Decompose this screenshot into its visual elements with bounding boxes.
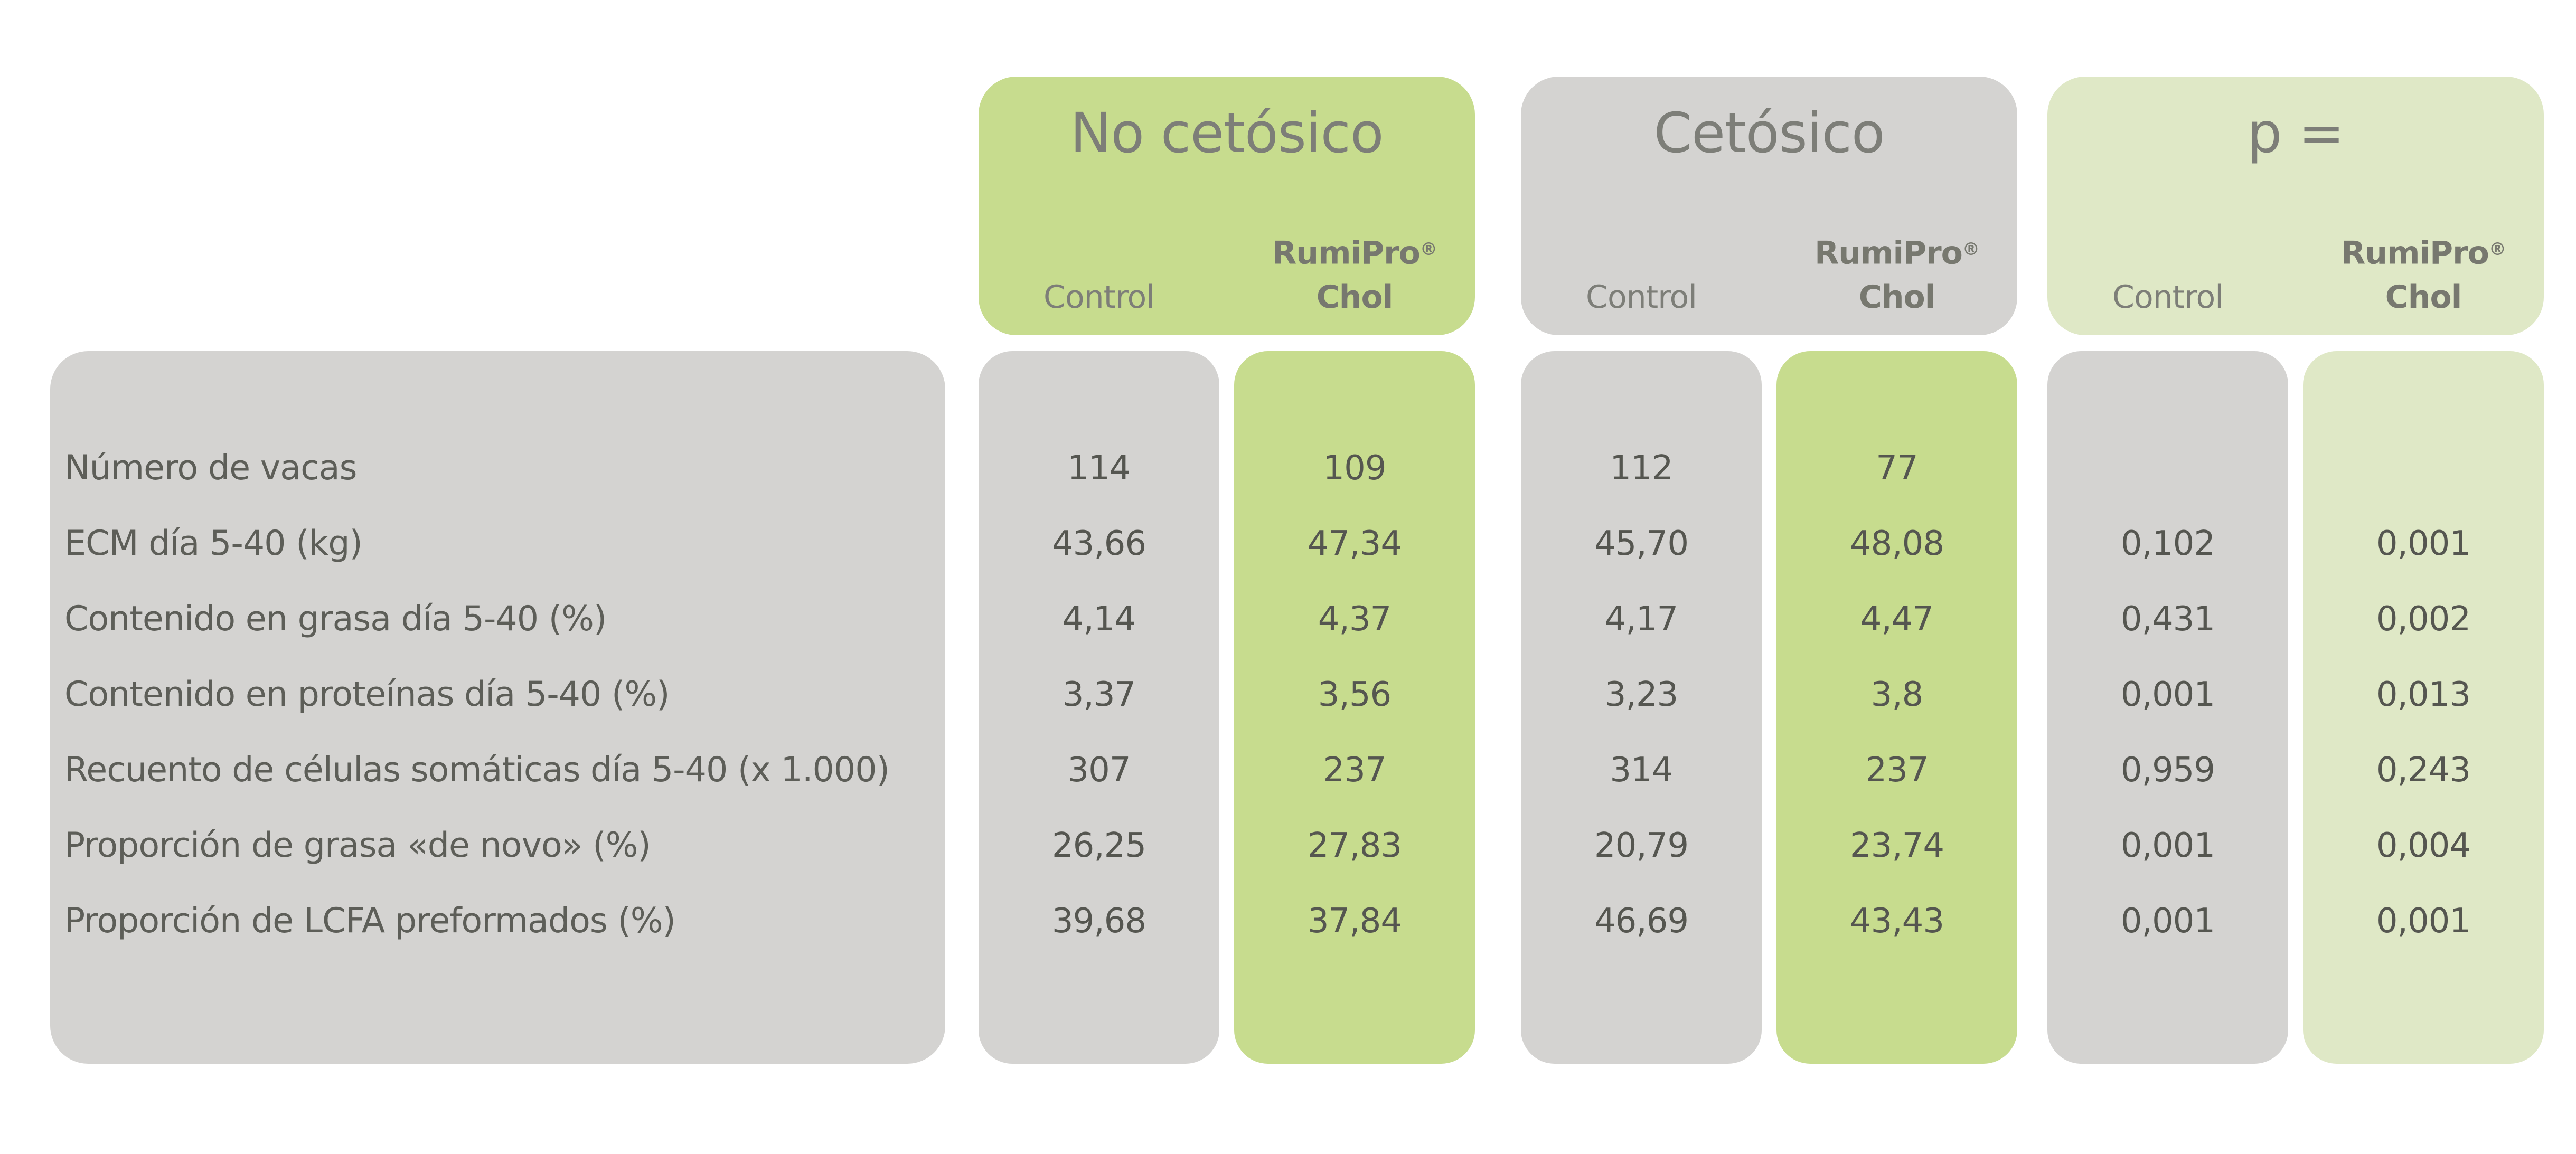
group-title: p = bbox=[2247, 101, 2344, 165]
table-cell: 3,37 bbox=[1062, 675, 1136, 714]
product-name: RumiPro bbox=[1272, 234, 1421, 271]
data-column-p-control: 0,102 0,431 0,001 0,959 0,001 0,001 bbox=[2047, 351, 2288, 1064]
subheader-product: RumiPro® Chol bbox=[1234, 227, 1475, 320]
subheader-control: Control bbox=[1521, 227, 1762, 320]
product-variant-label: Chol bbox=[2385, 279, 2462, 316]
group-subheader-row: Control RumiPro® Chol bbox=[979, 227, 1475, 320]
table-cell: 23,74 bbox=[1849, 826, 1944, 865]
row-label: Contenido en grasa día 5-40 (%) bbox=[64, 599, 607, 639]
row-label: Recuento de células somáticas día 5-40 (… bbox=[64, 750, 890, 790]
registered-trademark-icon: ® bbox=[1962, 238, 1980, 259]
table-cell: 0,001 bbox=[2120, 901, 2215, 941]
group-header-p-value: p = Control RumiPro® Chol bbox=[2047, 77, 2544, 335]
data-column-p-rumipro-chol: 0,001 0,002 0,013 0,243 0,004 0,001 bbox=[2303, 351, 2544, 1064]
data-column-no-cetosico-control: 114 43,66 4,14 3,37 307 26,25 39,68 bbox=[979, 351, 1219, 1064]
product-variant-label: Chol bbox=[1316, 279, 1394, 316]
registered-trademark-icon: ® bbox=[2488, 238, 2506, 259]
control-column-label: Control bbox=[1043, 279, 1155, 316]
group-title: Cetósico bbox=[1653, 101, 1885, 165]
group-subheader-row: Control RumiPro® Chol bbox=[2047, 227, 2544, 320]
row-label: Número de vacas bbox=[64, 448, 358, 488]
table-cell: 0,002 bbox=[2376, 599, 2471, 639]
table-cell: 237 bbox=[1865, 750, 1929, 790]
table-cell: 3,8 bbox=[1870, 675, 1924, 714]
subheader-product: RumiPro® Chol bbox=[2303, 227, 2544, 320]
product-name: RumiPro bbox=[1815, 234, 1963, 271]
row-label: Proporción de grasa «de novo» (%) bbox=[64, 826, 651, 865]
product-column-label: RumiPro® bbox=[1815, 227, 1980, 276]
subheader-control: Control bbox=[979, 227, 1219, 320]
table-cell: 39,68 bbox=[1051, 901, 1146, 941]
table-cell: 0,001 bbox=[2120, 675, 2215, 714]
row-labels-panel: Número de vacas ECM día 5-40 (kg) Conten… bbox=[50, 351, 945, 1064]
table-cell: 4,47 bbox=[1860, 599, 1934, 639]
table-cell: 27,83 bbox=[1307, 826, 1402, 865]
group-subheader-row: Control RumiPro® Chol bbox=[1521, 227, 2017, 320]
table-cell: 0,001 bbox=[2376, 524, 2471, 563]
table-cell: 20,79 bbox=[1594, 826, 1689, 865]
table-cell: 4,17 bbox=[1604, 599, 1679, 639]
product-variant-label: Chol bbox=[1858, 279, 1936, 316]
table-cell bbox=[2303, 430, 2544, 506]
table-cell: 0,004 bbox=[2376, 826, 2471, 865]
table-cell: 3,56 bbox=[1318, 675, 1392, 714]
table-cell: 112 bbox=[1610, 448, 1673, 488]
table-cell: 45,70 bbox=[1594, 524, 1689, 563]
table-cell: 3,23 bbox=[1604, 675, 1679, 714]
table-cell: 0,001 bbox=[2120, 826, 2215, 865]
table-cell: 46,69 bbox=[1594, 901, 1689, 941]
table-cell: 4,14 bbox=[1062, 599, 1136, 639]
subheader-control: Control bbox=[2047, 227, 2288, 320]
table-cell: 0,431 bbox=[2120, 599, 2215, 639]
table-cell: 0,001 bbox=[2376, 901, 2471, 941]
table-cell: 43,66 bbox=[1051, 524, 1146, 563]
table-cell: 307 bbox=[1067, 750, 1131, 790]
table-cell: 26,25 bbox=[1051, 826, 1146, 865]
data-column-cetosico-rumipro-chol: 77 48,08 4,47 3,8 237 23,74 43,43 bbox=[1776, 351, 2017, 1064]
data-column-no-cetosico-rumipro-chol: 109 47,34 4,37 3,56 237 27,83 37,84 bbox=[1234, 351, 1475, 1064]
group-title: No cetósico bbox=[1070, 101, 1384, 165]
group-header-no-cetosico: No cetósico Control RumiPro® Chol bbox=[979, 77, 1475, 335]
table-cell: 0,959 bbox=[2120, 750, 2215, 790]
table-cell: 48,08 bbox=[1849, 524, 1944, 563]
table-cell: 109 bbox=[1323, 448, 1386, 488]
table-cell: 37,84 bbox=[1307, 901, 1402, 941]
subheader-product: RumiPro® Chol bbox=[1776, 227, 2017, 320]
table-cell: 314 bbox=[1610, 750, 1673, 790]
row-label: Proporción de LCFA preformados (%) bbox=[64, 901, 676, 941]
control-column-label: Control bbox=[2112, 279, 2224, 316]
group-header-cetosico: Cetósico Control RumiPro® Chol bbox=[1521, 77, 2017, 335]
table-cell: 43,43 bbox=[1849, 901, 1944, 941]
data-column-cetosico-control: 112 45,70 4,17 3,23 314 20,79 46,69 bbox=[1521, 351, 1762, 1064]
table-cell: 0,102 bbox=[2120, 524, 2215, 563]
table-cell: 47,34 bbox=[1307, 524, 1402, 563]
product-column-label: RumiPro® bbox=[1272, 227, 1437, 276]
table-cell bbox=[2047, 430, 2288, 506]
table-cell: 0,243 bbox=[2376, 750, 2471, 790]
table-cell: 4,37 bbox=[1318, 599, 1392, 639]
row-label: Contenido en proteínas día 5-40 (%) bbox=[64, 675, 670, 714]
product-name: RumiPro bbox=[2341, 234, 2489, 271]
registered-trademark-icon: ® bbox=[1419, 238, 1437, 259]
table-cell: 237 bbox=[1323, 750, 1386, 790]
product-column-label: RumiPro® bbox=[2341, 227, 2506, 276]
row-label: ECM día 5-40 (kg) bbox=[64, 524, 363, 563]
table-cell: 114 bbox=[1067, 448, 1131, 488]
table-cell: 0,013 bbox=[2376, 675, 2471, 714]
control-column-label: Control bbox=[1586, 279, 1697, 316]
table-cell: 77 bbox=[1876, 448, 1918, 488]
